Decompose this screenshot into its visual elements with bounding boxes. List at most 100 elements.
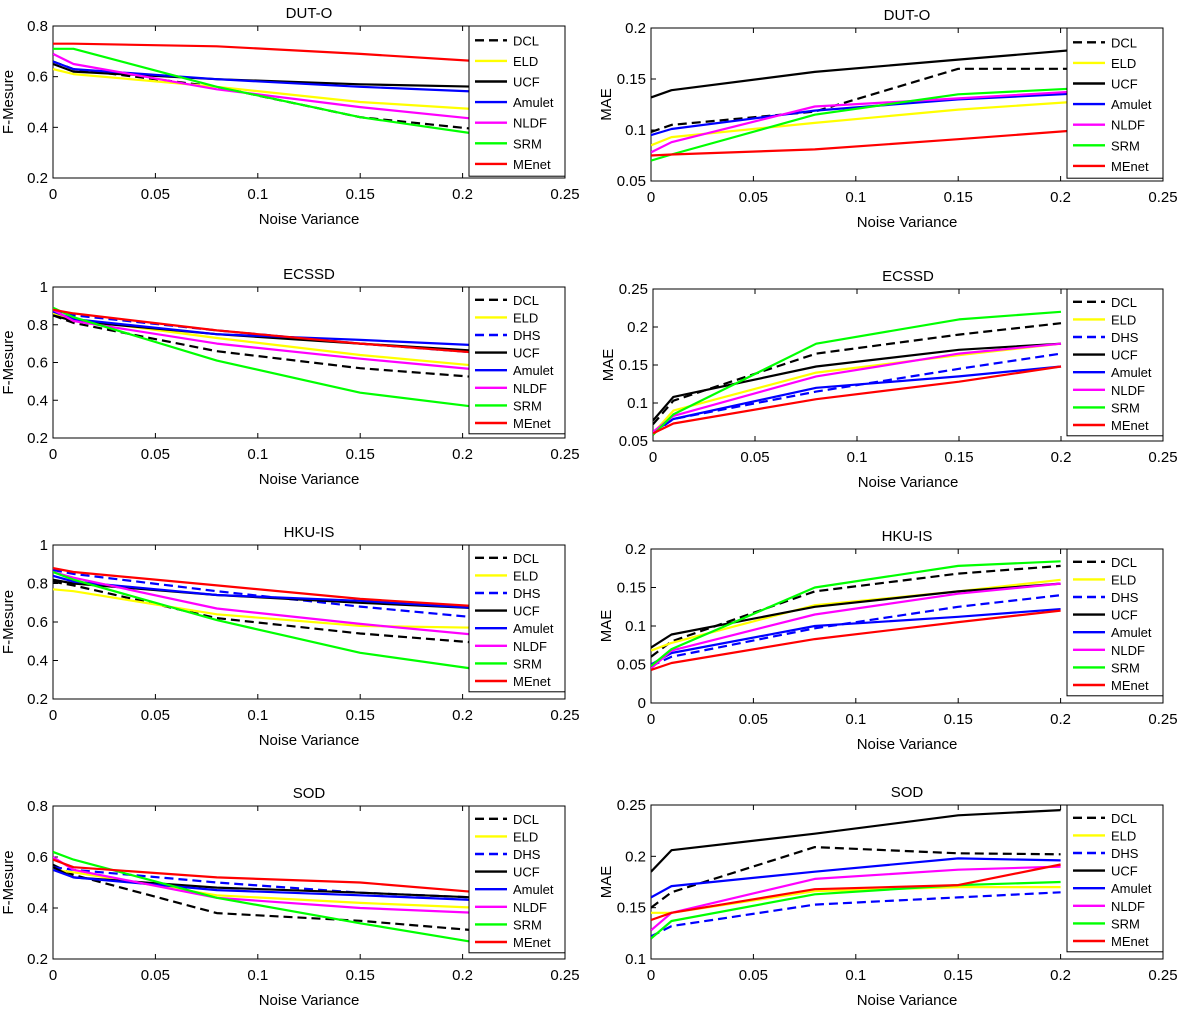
legend-label: UCF [1111, 77, 1138, 92]
x-axis-label: Noise Variance [857, 992, 958, 1009]
series-lines [651, 48, 1082, 162]
legend-label: SRM [1111, 660, 1140, 675]
series-line-nldf [53, 308, 484, 372]
x-tick-label: 0.05 [141, 446, 170, 463]
x-tick-label: 0.25 [550, 707, 579, 724]
x-tick-label: 0.2 [452, 707, 473, 724]
legend-label: DHS [1111, 846, 1139, 861]
series-lines [651, 809, 1061, 940]
x-axis-label: Noise Variance [259, 732, 360, 749]
series-line-amulet [53, 60, 484, 93]
legend-label: UCF [1111, 348, 1138, 363]
x-tick-label: 0.1 [247, 446, 268, 463]
x-tick-label: 0 [49, 967, 57, 984]
legend-label: ELD [513, 310, 538, 325]
legend-label: MEnet [1111, 418, 1149, 433]
series-line-dcl [53, 314, 484, 379]
series-line-amulet [651, 857, 1061, 899]
y-axis-label: F-Mesure [0, 590, 17, 654]
legend-label: MEnet [1111, 159, 1149, 174]
chart-panel: 0 0.05 0.1 0.15 0.2 0.25 0 0.05 0.1 0.15 0.2 HKU-IS… [598, 528, 1178, 753]
legend-label: DHS [513, 328, 541, 343]
series-lines [653, 310, 1062, 436]
chart-title: SOD [891, 784, 924, 801]
chart-title: HKU-IS [882, 528, 933, 545]
legend-label: NLDF [513, 381, 547, 396]
x-axis-label: Noise Variance [857, 736, 958, 753]
legend-label: SRM [513, 136, 542, 151]
series-line-srm [53, 570, 484, 672]
series-line-dhs [651, 891, 1061, 938]
y-tick-label: 0.2 [625, 541, 646, 558]
y-tick-label: 0.15 [617, 580, 646, 597]
x-tick-label: 0.15 [944, 189, 973, 206]
y-tick-label: 0.05 [617, 173, 646, 190]
chart-title: DUT-O [884, 7, 931, 24]
x-tick-label: 0 [647, 189, 655, 206]
legend-label: Amulet [513, 95, 554, 110]
series-line-srm [53, 47, 484, 136]
x-tick-label: 0.1 [247, 967, 268, 984]
series-line-menet [53, 308, 484, 355]
legend-label: Amulet [1111, 365, 1152, 380]
chart-panel: 0 0.05 0.1 0.15 0.2 0.250.050.10.150.2DUT-ONo… [598, 7, 1178, 231]
series-line-amulet [653, 365, 1062, 433]
y-axis-label: MAE [598, 610, 615, 643]
y-tick-label: 0.05 [619, 433, 648, 450]
series-line-eld [53, 868, 484, 910]
legend-label: Amulet [1111, 97, 1152, 112]
y-axis-label: F-Mesure [0, 850, 17, 914]
series-line-menet [53, 567, 484, 608]
x-tick-label: 0.1 [247, 186, 268, 203]
y-tick-label: 0.2 [627, 319, 648, 336]
x-tick-label: 0.2 [452, 446, 473, 463]
legend-label: DCL [513, 293, 539, 308]
series-line-menet [651, 609, 1061, 671]
legend-label: ELD [513, 568, 538, 583]
y-tick-label: 0.2 [27, 691, 48, 708]
x-tick-label: 0.15 [346, 446, 375, 463]
y-tick-label: 0.1 [627, 395, 648, 412]
x-tick-label: 0.2 [452, 967, 473, 984]
series-line-eld [651, 578, 1061, 652]
legend-label: NLDF [1111, 643, 1145, 658]
chart-panel: 0 0.05 0.1 0.15 0.2 0.25 0.2 0.4 0.6 0.8 1 ECSSD Noi… [0, 266, 580, 488]
legend-label: SRM [513, 656, 542, 671]
y-tick-label: 0.6 [27, 69, 48, 86]
series-line-nldf [53, 570, 484, 637]
y-tick-label: 0.15 [617, 900, 646, 917]
x-tick-label: 0.15 [346, 967, 375, 984]
x-axis-label: Noise Variance [259, 211, 360, 228]
y-tick-label: 0.1 [625, 122, 646, 139]
series-line-dhs [53, 568, 484, 620]
legend-label: SRM [513, 398, 542, 413]
series-line-srm [651, 560, 1061, 667]
y-tick-label: 0.4 [27, 900, 48, 917]
legend-label: UCF [513, 604, 540, 619]
x-tick-label: 0.05 [739, 189, 768, 206]
legend-label: ELD [513, 54, 538, 69]
y-tick-label: 0.4 [27, 653, 48, 670]
x-tick-label: 0 [49, 186, 57, 203]
x-tick-label: 0.1 [845, 189, 866, 206]
series-line-srm [651, 87, 1082, 162]
series-lines [651, 560, 1061, 671]
legend-box [1066, 804, 1164, 953]
series-line-nldf [651, 90, 1082, 154]
chart-title: ECSSD [882, 268, 934, 285]
x-tick-label: 0.05 [739, 711, 768, 728]
x-tick-label: 0.2 [1050, 967, 1071, 984]
series-line-ucf [653, 342, 1062, 422]
x-tick-label: 0.1 [845, 967, 866, 984]
y-axis-label: MAE [600, 349, 617, 382]
series-line-nldf [53, 52, 484, 121]
x-tick-label: 0.25 [550, 967, 579, 984]
y-tick-label: 0.2 [625, 848, 646, 865]
legend-label: DCL [1111, 295, 1137, 310]
x-tick-label: 0.05 [141, 707, 170, 724]
y-tick-label: 0.6 [27, 849, 48, 866]
legend-label: MEnet [513, 416, 551, 431]
legend-label: DCL [513, 33, 539, 48]
legend-box [1066, 548, 1164, 697]
